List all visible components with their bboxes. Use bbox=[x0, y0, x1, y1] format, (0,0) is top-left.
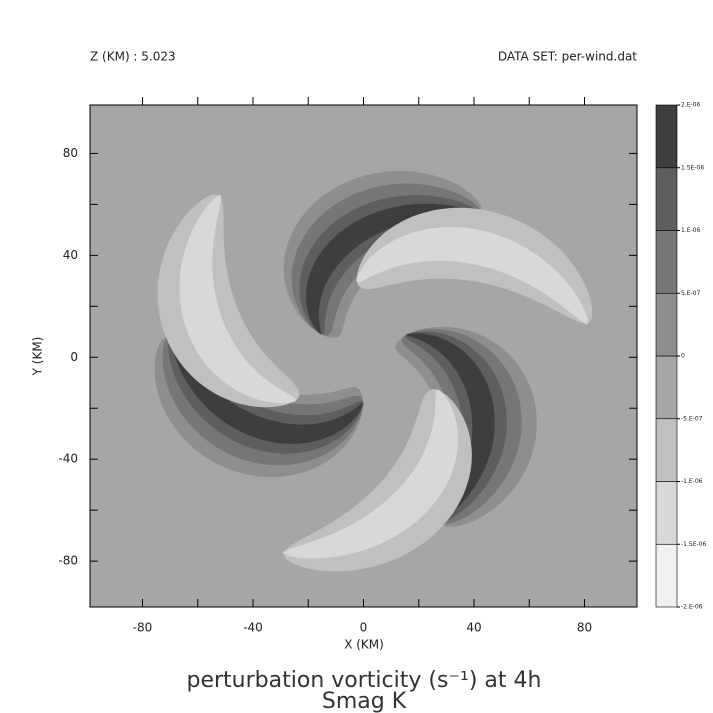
header-left: Z (KM) : 5.023 bbox=[90, 50, 176, 64]
colorbar-label: -1.5E-06 bbox=[681, 541, 706, 548]
y-tick-label: 80 bbox=[63, 146, 78, 160]
contour-field bbox=[90, 105, 637, 607]
x-tick-label: 40 bbox=[466, 621, 481, 635]
colorbar-label: 1.E-06 bbox=[681, 227, 700, 234]
colorbar-band bbox=[655, 104, 678, 169]
y-tick-label: 0 bbox=[70, 350, 78, 364]
x-tick-label: 0 bbox=[360, 621, 368, 635]
y-tick-label: -80 bbox=[58, 554, 78, 568]
x-tick-label: -80 bbox=[133, 621, 153, 635]
colorbar-band bbox=[655, 230, 678, 294]
colorbar-label: 5.E-07 bbox=[681, 290, 700, 297]
x-tick-label: -40 bbox=[243, 621, 263, 635]
contour-band bbox=[179, 195, 296, 404]
colorbar-label: -2.E-06 bbox=[681, 604, 703, 611]
colorbar-band bbox=[655, 543, 678, 608]
contour-band bbox=[171, 334, 364, 444]
colorbar-label: -1.E-06 bbox=[681, 478, 703, 485]
axes: -80 -40 0 40 80 -80 -40 0 40 80 bbox=[58, 97, 637, 635]
x-tick-label: 80 bbox=[577, 621, 592, 635]
chart-title: perturbation vorticity (s⁻¹) at 4h bbox=[187, 668, 542, 693]
colorbar-label: 1.5E-06 bbox=[681, 164, 704, 171]
colorbar-label: -5.E-07 bbox=[681, 415, 703, 422]
y-tick-label: -40 bbox=[58, 452, 78, 466]
chart-subtitle: Smag K bbox=[322, 689, 407, 713]
colorbar-band bbox=[655, 418, 678, 482]
colorbar-band bbox=[655, 167, 678, 231]
contour-band bbox=[306, 203, 481, 335]
colorbar-band bbox=[655, 481, 678, 545]
x-axis-label: X (KM) bbox=[344, 638, 384, 652]
y-tick-label: 40 bbox=[63, 248, 78, 262]
y-axis-label: Y (KM) bbox=[31, 337, 45, 377]
colorbar-label: 2.E-06 bbox=[681, 102, 700, 109]
contour-band bbox=[168, 334, 364, 454]
colorbar-label: 0 bbox=[681, 353, 685, 360]
contour-band bbox=[282, 389, 459, 559]
colorbar-band bbox=[655, 292, 678, 357]
colorbar-band bbox=[655, 355, 678, 420]
contour-band bbox=[406, 333, 495, 522]
colorbar: -2.E-06 -1.5E-06 -1.E-06 -5.E-07 0 5.E-07 1.E-… bbox=[655, 102, 706, 611]
contour-band bbox=[282, 389, 472, 572]
contour-band bbox=[356, 227, 588, 325]
header-right: DATA SET: per-wind.dat bbox=[498, 50, 637, 64]
